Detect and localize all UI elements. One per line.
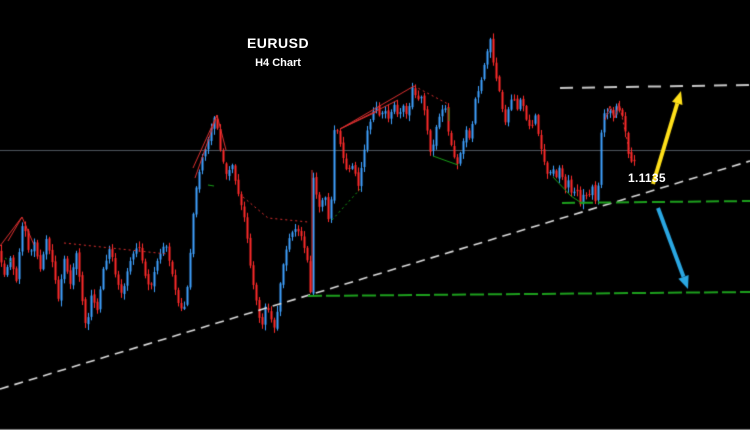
- symbol-title: EURUSD: [246, 35, 310, 51]
- timeframe-subtitle: H4 Chart: [255, 57, 301, 69]
- chart-title-block: EURUSD H4 Chart: [230, 35, 326, 70]
- price-label: 1.1135: [628, 171, 666, 185]
